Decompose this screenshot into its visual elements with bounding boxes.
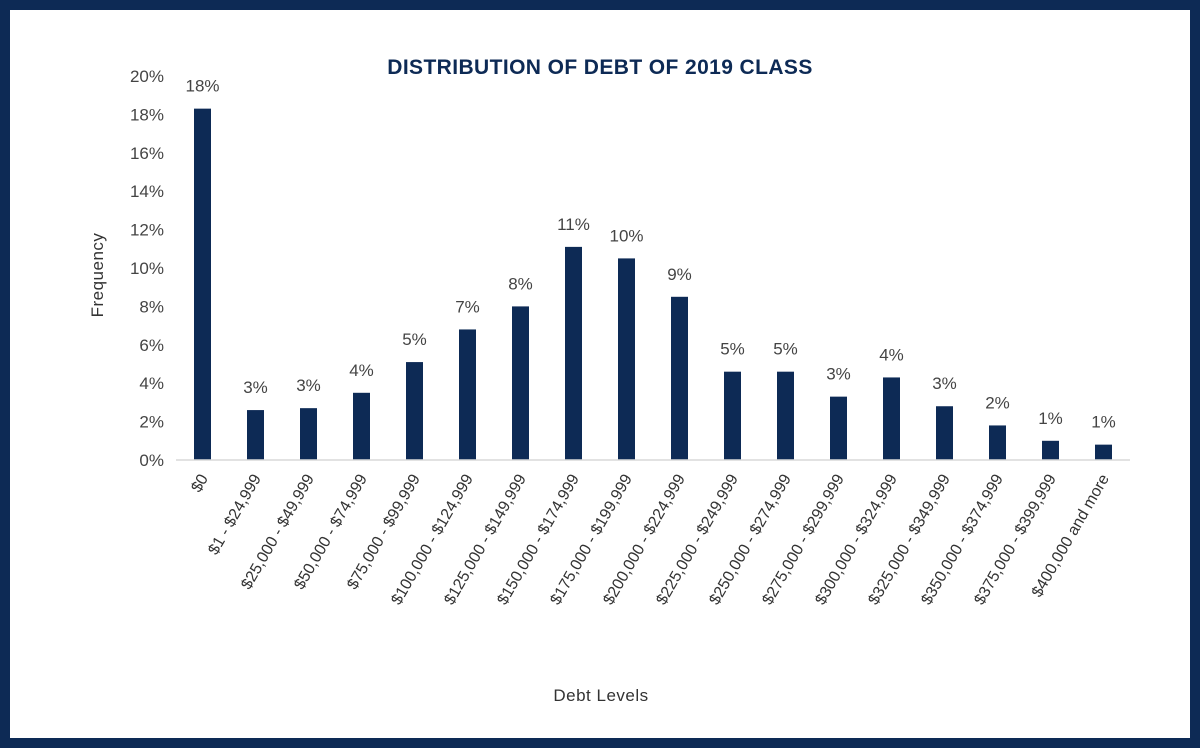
y-axis-title: Frequency xyxy=(88,233,107,318)
data-label: 5% xyxy=(720,340,745,359)
y-tick-label: 0% xyxy=(139,451,164,470)
chart-title: DISTRIBUTION OF DEBT OF 2019 CLASS xyxy=(387,56,812,79)
y-tick-label: 10% xyxy=(130,259,164,278)
data-label: 11% xyxy=(557,215,590,234)
data-label: 7% xyxy=(455,297,480,316)
bar xyxy=(1042,440,1059,460)
y-tick-label: 6% xyxy=(139,336,164,355)
x-axis-title: Debt Levels xyxy=(553,686,648,705)
data-label: 9% xyxy=(667,265,692,284)
bar xyxy=(989,425,1006,460)
x-category-label: $0 xyxy=(188,471,212,495)
data-label: 1% xyxy=(1091,413,1116,432)
data-label: 5% xyxy=(773,340,798,359)
y-tick-label: 12% xyxy=(130,221,164,240)
data-label: 10% xyxy=(609,226,643,245)
data-label: 3% xyxy=(296,376,321,395)
bar xyxy=(353,392,370,460)
bar xyxy=(459,329,476,460)
bar xyxy=(883,377,900,460)
data-label: 1% xyxy=(1038,409,1063,428)
bar xyxy=(565,246,582,460)
bar xyxy=(830,396,847,460)
bar xyxy=(936,406,953,460)
x-axis-categories: $0$1 - $24,999$25,000 - $49,999$50,000 -… xyxy=(188,471,1113,607)
data-label: 8% xyxy=(508,274,533,293)
y-tick-label: 20% xyxy=(130,67,164,86)
y-tick-label: 16% xyxy=(130,144,164,163)
y-tick-label: 2% xyxy=(139,413,164,432)
bar xyxy=(618,258,635,460)
data-label: 3% xyxy=(826,365,851,384)
bars xyxy=(194,108,1112,460)
bar xyxy=(300,408,317,460)
bar xyxy=(247,410,264,460)
data-label: 4% xyxy=(879,345,904,364)
data-label: 2% xyxy=(985,393,1010,412)
data-label: 18% xyxy=(185,77,219,96)
data-labels: 18% 3% 3% 4% 5% 7% 8% 11% 10% 9% 5% 5% 3% 4% 3% 2% 1% 1% xyxy=(185,77,1115,432)
data-label: 4% xyxy=(349,361,374,380)
y-tick-label: 14% xyxy=(130,182,164,201)
y-tick-label: 8% xyxy=(139,297,164,316)
data-label: 3% xyxy=(932,374,957,393)
data-label: 5% xyxy=(402,330,427,349)
y-tick-label: 18% xyxy=(130,105,164,124)
bar xyxy=(671,296,688,460)
bar xyxy=(512,306,529,460)
bar xyxy=(777,371,794,460)
bar xyxy=(194,108,211,460)
bar xyxy=(1095,444,1112,460)
y-tick-label: 4% xyxy=(139,374,164,393)
bar xyxy=(406,362,423,460)
x-category-label: $1 - $24,999 xyxy=(205,471,265,557)
bar xyxy=(724,371,741,460)
data-label: 3% xyxy=(243,378,268,397)
y-axis-ticks: 0% 2% 4% 6% 8% 10% 12% 14% 16% 18% 20% xyxy=(130,67,164,470)
